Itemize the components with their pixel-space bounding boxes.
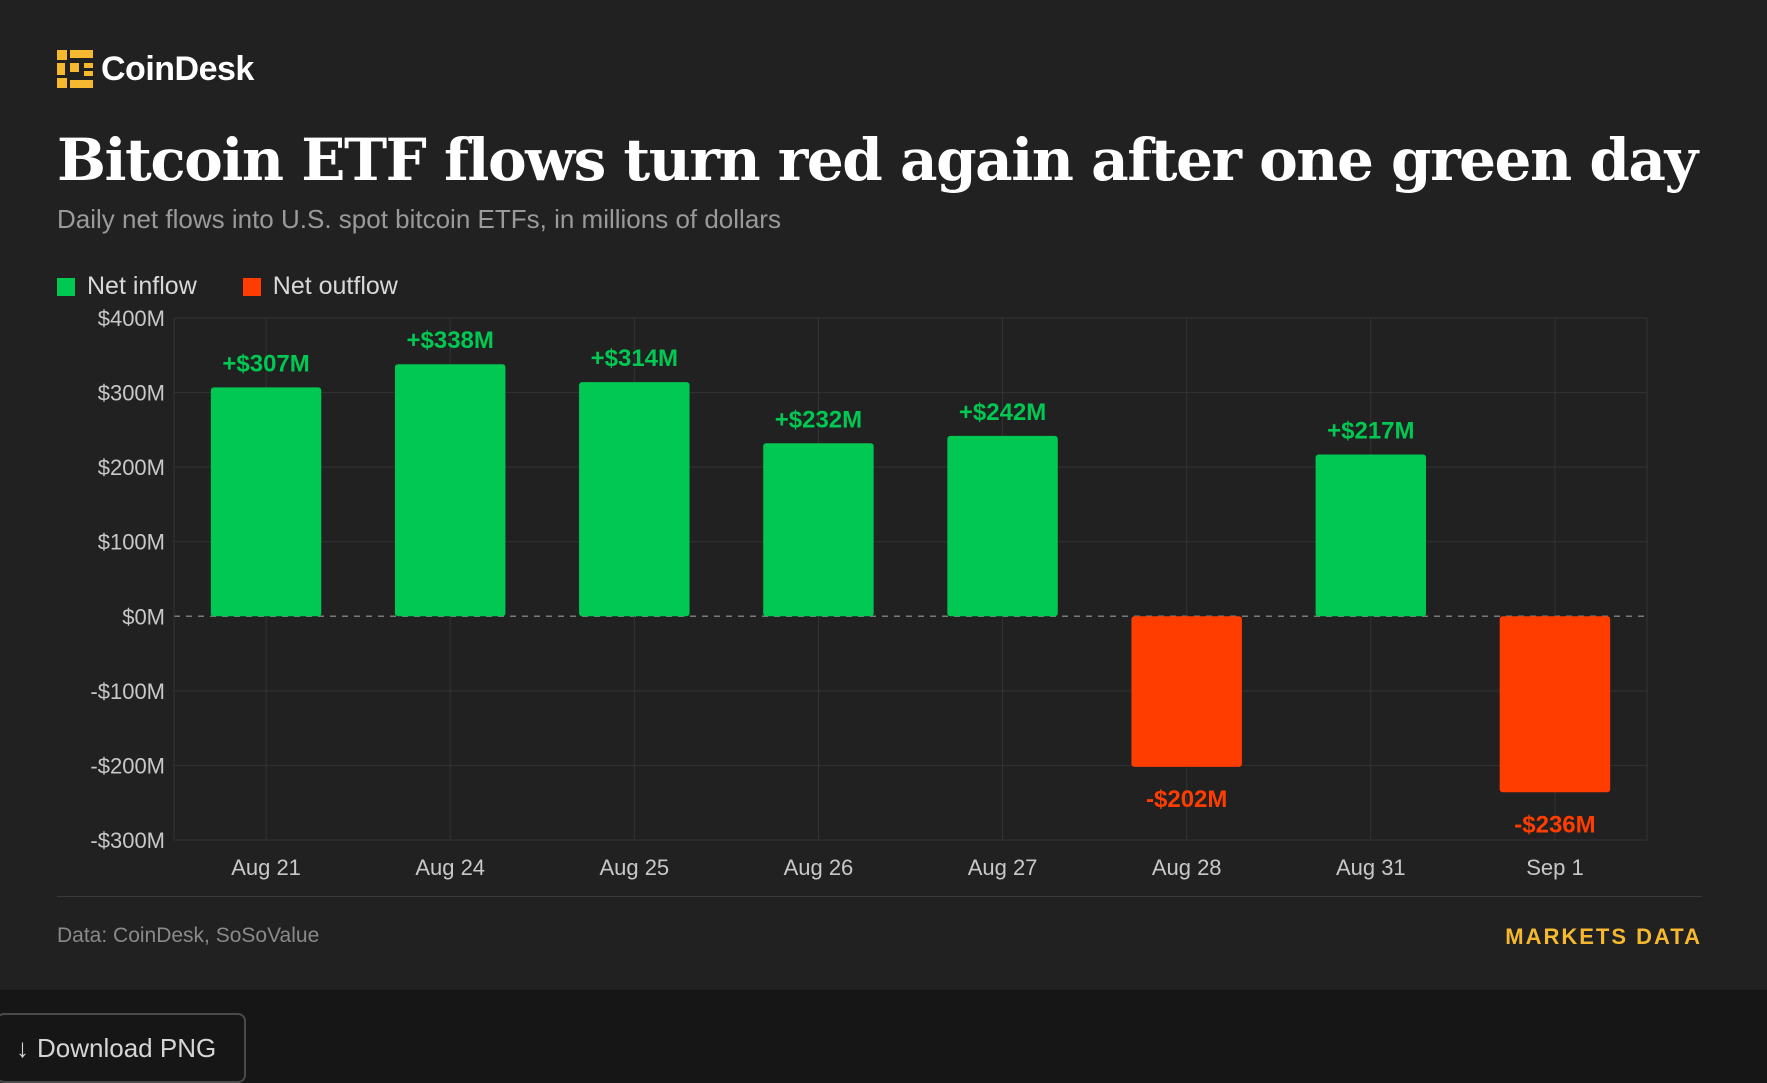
download-png-button[interactable]: ↓ Download PNG (0, 1013, 246, 1083)
x-tick-label: Aug 27 (968, 855, 1038, 880)
data-source: Data: CoinDesk, SoSoValue (57, 924, 320, 947)
chart-subtitle: Daily net flows into U.S. spot bitcoin E… (57, 204, 781, 234)
bar-value-label: -$236M (1514, 811, 1595, 838)
y-axis-ticks: $400M $300M $200M $100M $0M -$100M -$200M -$300… (90, 306, 165, 853)
bar-outflow (1131, 616, 1242, 767)
x-tick-label: Aug 25 (599, 855, 669, 880)
y-tick-label: -$300M (90, 828, 165, 853)
legend-label-outflow: Net outflow (272, 272, 398, 300)
bar-value-label: +$232M (775, 406, 862, 433)
y-tick-label: $100M (98, 530, 165, 555)
coindesk-logo-icon (57, 50, 93, 88)
legend-label-inflow: Net inflow (87, 272, 197, 300)
legend-item-inflow: Net inflow (57, 272, 197, 301)
bar-inflow (763, 443, 874, 617)
x-tick-label: Aug 26 (784, 855, 854, 880)
bar-inflow (394, 364, 506, 617)
x-tick-label: Aug 28 (1152, 855, 1222, 880)
chart-card: CoinDesk Bitcoin ETF flows turn red agai… (0, 0, 1767, 990)
bar-value-label: +$307M (222, 350, 309, 377)
x-tick-label: Aug 24 (415, 855, 485, 880)
legend-item-outflow: Net outflow (242, 272, 398, 301)
legend-swatch-inflow (57, 277, 75, 296)
y-tick-label: $300M (98, 381, 165, 406)
bar-value-label: -$202M (1146, 786, 1227, 813)
bar-inflow (947, 435, 1058, 617)
arrow-down-icon: ↓ (16, 1032, 29, 1063)
download-label: Download PNG (37, 1032, 217, 1063)
y-tick-label: -$100M (90, 679, 165, 704)
footer-divider (57, 896, 1702, 897)
y-tick-label: $400M (98, 306, 165, 331)
bar-chart: $400M $300M $200M $100M $0M -$100M -$200M -$300… (90, 306, 1648, 880)
y-tick-label: -$200M (90, 753, 165, 778)
bar-value-label: +$242M (959, 399, 1046, 426)
markets-data-label: MARKETS DATA (1505, 924, 1702, 949)
data-labels: +$307M +$338M +$314M +$232M +$242M -$202M +$21… (222, 327, 1595, 838)
brand-name: CoinDesk (101, 49, 254, 88)
bar-value-label: +$338M (406, 327, 493, 354)
legend: Net inflow Net outflow (57, 272, 398, 301)
bar-inflow (210, 387, 322, 617)
bars (210, 364, 1611, 793)
bar-value-label: +$314M (591, 345, 678, 372)
y-tick-label: $200M (98, 455, 165, 480)
chart-title: Bitcoin ETF flows turn red again after o… (57, 126, 1698, 194)
x-axis-ticks: Aug 21 Aug 24 Aug 25 Aug 26 Aug 27 Aug 28 Aug … (231, 855, 1583, 880)
bar-inflow (1315, 454, 1427, 617)
bar-inflow (579, 382, 690, 617)
legend-swatch-outflow (242, 277, 261, 296)
bar-outflow (1499, 616, 1611, 793)
brand: CoinDesk (57, 48, 254, 90)
x-tick-label: Sep 1 (1526, 855, 1584, 880)
bar-value-label: +$217M (1327, 417, 1414, 444)
x-tick-label: Aug 31 (1336, 855, 1406, 880)
x-tick-label: Aug 21 (231, 855, 301, 880)
y-tick-label: $0M (122, 604, 165, 629)
